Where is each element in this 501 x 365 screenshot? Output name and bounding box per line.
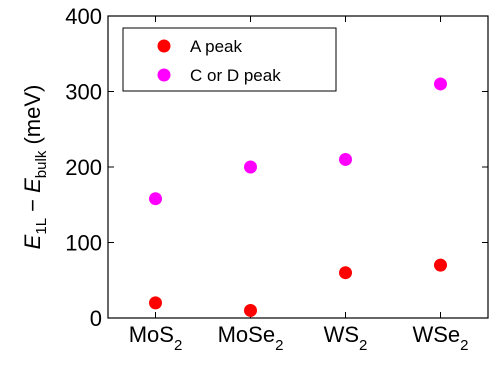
data-point-c-or-d-peak (244, 160, 257, 174)
data-point-c-or-d-peak (434, 77, 447, 91)
y-label-e1: E (20, 234, 45, 249)
y-tick-label: 100 (65, 231, 102, 256)
y-ticks: 0 100 200 300 400 (65, 4, 488, 331)
x-ticks: MoS2 MoSe2 WS2 WSe2 (129, 16, 469, 354)
x-tick-label: WSe2 (412, 322, 468, 354)
y-label-unit: (meV) (20, 85, 45, 151)
x-tick-label: MoS2 (129, 322, 183, 354)
y-tick-label: 400 (65, 4, 102, 29)
y-tick-label: 200 (65, 155, 102, 180)
legend: A peak C or D peak (122, 27, 337, 92)
data-points (149, 77, 447, 317)
x-tick-label-base: MoSe (218, 322, 275, 347)
data-point-a-peak (434, 258, 447, 272)
x-tick-label-sub: 2 (460, 337, 468, 354)
x-tick-label-sub: 2 (275, 337, 283, 354)
y-axis-label: E1L − Ebulk (meV) (20, 85, 50, 250)
legend-marker (157, 39, 171, 53)
y-label-e2-sub: bulk (33, 150, 50, 178)
y-tick-label: 0 (90, 306, 102, 331)
x-tick-label-base: WS (324, 322, 359, 347)
data-point-a-peak (339, 266, 352, 280)
x-tick-label-base: MoS (129, 322, 174, 347)
x-tick-label-sub: 2 (359, 337, 367, 354)
legend-label: A peak (190, 37, 242, 56)
x-tick-label-sub: 2 (174, 337, 182, 354)
legend-label: C or D peak (190, 66, 281, 85)
y-label-e2: E (20, 178, 45, 193)
data-point-c-or-d-peak (149, 192, 162, 206)
y-label-minus: − (20, 193, 45, 218)
data-point-a-peak (149, 296, 162, 310)
data-point-a-peak (244, 303, 257, 317)
legend-box (122, 27, 337, 92)
legend-marker (157, 68, 171, 82)
x-tick-label: MoSe2 (218, 322, 284, 354)
x-tick-label-base: WSe (412, 322, 460, 347)
data-point-c-or-d-peak (339, 152, 352, 166)
y-label-e1-sub: 1L (33, 218, 50, 235)
y-tick-label: 300 (65, 80, 102, 105)
x-tick-label: WS2 (324, 322, 368, 354)
